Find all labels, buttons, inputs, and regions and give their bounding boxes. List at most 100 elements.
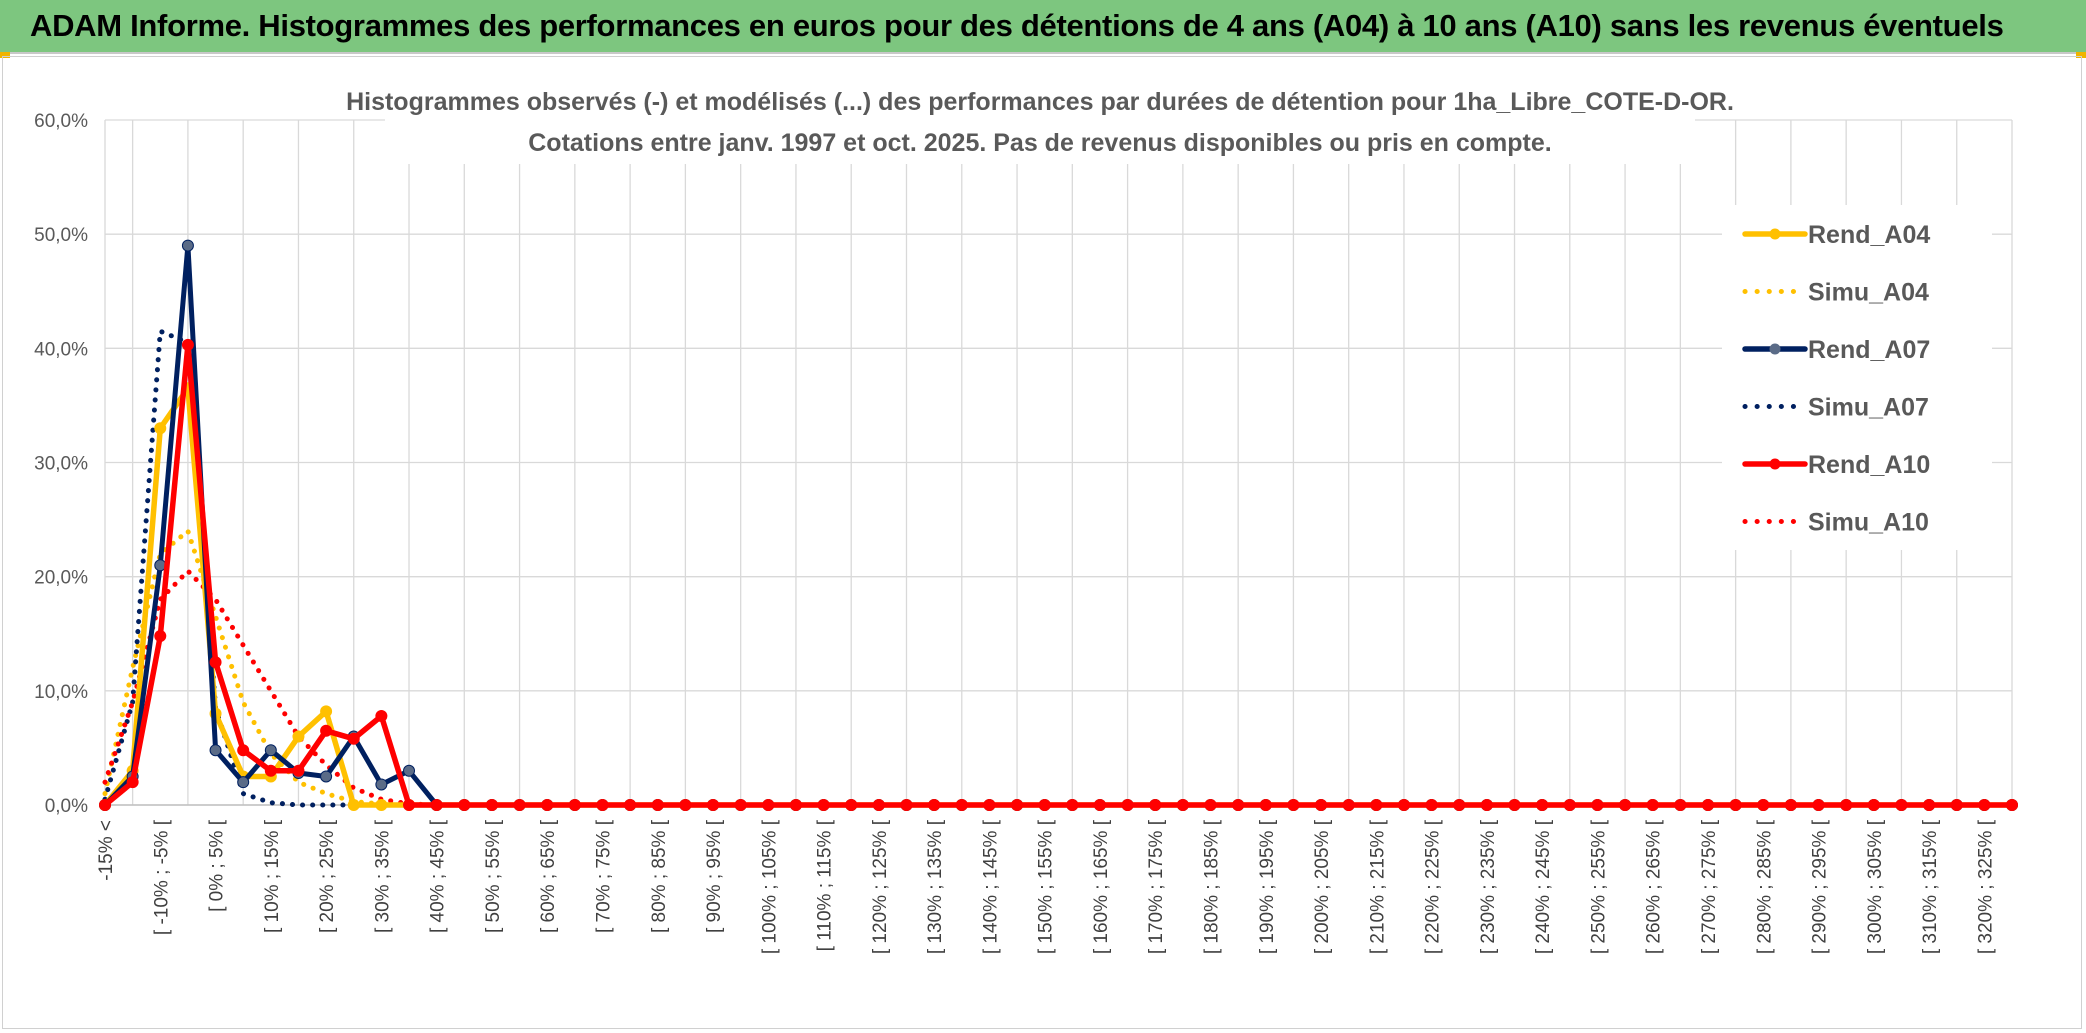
- chart-subtitle: Cotations entre janv. 1997 et oct. 2025.…: [528, 129, 1551, 157]
- data-point-rend_a10: [181, 338, 194, 351]
- data-point-rend_a10: [292, 764, 305, 777]
- x-tick-label: [ 50% ; 55% [: [483, 819, 504, 933]
- data-point-rend_a10: [1895, 799, 1908, 811]
- data-point-rend_a10: [347, 732, 360, 745]
- x-axis: -15% < [ -10% ; -5% [[ 0% ; 5% [[ 10% ; 1…: [96, 819, 1996, 954]
- data-point-rend_a10: [1867, 799, 1880, 811]
- data-point-rend_a10: [1701, 799, 1714, 811]
- chart-title: Histogrammes observés (-) et modélisés (…: [346, 88, 1734, 116]
- x-tick-label: [ 240% ; 245% [: [1533, 819, 1554, 954]
- data-point-rend_a10: [1287, 799, 1300, 811]
- x-tick-label: [ 220% ; 225% [: [1423, 819, 1444, 954]
- data-point-rend_a10: [1038, 799, 1051, 811]
- data-point-rend_a10: [1729, 799, 1742, 811]
- data-point-rend_a07: [209, 744, 222, 757]
- data-point-rend_a07: [403, 764, 416, 777]
- data-point-rend_a10: [485, 799, 498, 811]
- x-tick-label: [ 0% ; 5% [: [207, 819, 228, 912]
- x-tick-label: [ 30% ; 35% [: [372, 819, 393, 933]
- data-point-rend_a10: [1978, 799, 1991, 811]
- data-point-rend_a10: [596, 799, 609, 811]
- y-tick-label: 40,0%: [34, 339, 88, 360]
- data-point-rend_a10: [2006, 799, 2018, 811]
- data-point-rend_a10: [1757, 799, 1770, 811]
- x-tick-label: [ 290% ; 295% [: [1810, 819, 1831, 954]
- data-point-rend_a10: [568, 799, 581, 811]
- legend-item-rend_a04: Rend_A04: [1742, 221, 1930, 249]
- x-tick-label: [ 140% ; 145% [: [980, 819, 1001, 954]
- x-tick-label: [ 130% ; 135% [: [925, 819, 946, 954]
- x-tick-label: [ 40% ; 45% [: [428, 819, 449, 933]
- corner-mark-left: [0, 52, 10, 58]
- y-tick-label: 60,0%: [34, 111, 88, 132]
- data-point-rend_a10: [707, 799, 720, 811]
- x-tick-label: [ 120% ; 125% [: [870, 819, 891, 954]
- series-line-simu_a04: [102, 528, 2015, 808]
- data-point-rend_a04: [347, 799, 360, 811]
- data-point-rend_a10: [1370, 799, 1383, 811]
- legend-item-simu_a07: Simu_A07: [1742, 394, 1929, 422]
- data-point-rend_a10: [1093, 799, 1106, 811]
- x-tick-label: [ 110% ; 115% [: [815, 819, 836, 951]
- y-tick-label: 10,0%: [34, 682, 88, 703]
- data-point-rend_a10: [513, 799, 526, 811]
- legend-label: Rend_A04: [1808, 221, 1930, 249]
- report-title: ADAM Informe. Histogrammes des performan…: [30, 8, 2004, 43]
- data-point-rend_a10: [1425, 799, 1438, 811]
- data-point-rend_a10: [458, 799, 471, 811]
- data-point-rend_a10: [1176, 799, 1189, 811]
- data-point-rend_a10: [1453, 799, 1466, 811]
- data-point-rend_a10: [1149, 799, 1162, 811]
- data-point-rend_a10: [928, 799, 941, 811]
- x-tick-label: [ 160% ; 165% [: [1091, 819, 1112, 954]
- legend-marker: [1769, 343, 1781, 355]
- x-tick-label: [ -10% ; -5% [: [151, 819, 172, 935]
- data-point-rend_a07: [320, 770, 333, 783]
- legend-marker: [1769, 228, 1781, 240]
- x-tick-label: [ 90% ; 95% [: [704, 819, 725, 933]
- x-tick-label: [ 200% ; 205% [: [1312, 819, 1333, 954]
- data-point-rend_a04: [292, 730, 305, 743]
- legend-background: [1722, 205, 1992, 550]
- data-point-rend_a10: [1232, 799, 1245, 811]
- x-tick-label: [ 60% ; 65% [: [538, 819, 559, 933]
- data-point-rend_a10: [624, 799, 637, 811]
- data-point-rend_a04: [154, 422, 167, 435]
- data-point-rend_a10: [983, 799, 996, 811]
- x-tick-label: [ 310% ; 315% [: [1920, 819, 1941, 954]
- data-point-rend_a10: [845, 799, 858, 811]
- x-tick-label: [ 230% ; 235% [: [1478, 819, 1499, 954]
- data-point-rend_a10: [1840, 799, 1853, 811]
- legend-item-rend_a10: Rend_A10: [1742, 451, 1930, 479]
- data-point-rend_a10: [375, 709, 388, 722]
- data-point-rend_a10: [1950, 799, 1963, 811]
- data-point-rend_a10: [403, 799, 416, 811]
- data-point-rend_a10: [1619, 799, 1632, 811]
- data-point-rend_a10: [1480, 799, 1493, 811]
- x-tick-label: [ 270% ; 275% [: [1699, 819, 1720, 954]
- y-tick-label: 20,0%: [34, 568, 88, 589]
- data-point-rend_a10: [1259, 799, 1272, 811]
- data-point-rend_a10: [789, 799, 802, 811]
- data-point-rend_a07: [237, 776, 250, 789]
- data-point-rend_a10: [1563, 799, 1576, 811]
- data-point-rend_a10: [1066, 799, 1079, 811]
- x-tick-label: [ 80% ; 85% [: [649, 819, 670, 933]
- data-point-rend_a10: [1011, 799, 1024, 811]
- data-point-rend_a04: [375, 799, 388, 811]
- data-point-rend_a07: [181, 239, 194, 252]
- chart-frame: [2, 56, 2082, 1029]
- corner-mark-right: [2076, 52, 2086, 58]
- x-tick-label: [ 70% ; 75% [: [593, 819, 614, 933]
- data-point-rend_a10: [1923, 799, 1936, 811]
- legend-label: Rend_A10: [1808, 451, 1930, 479]
- series-line-rend_a10: [102, 342, 2015, 808]
- series-line-simu_a10: [102, 568, 2015, 808]
- y-axis: 0,0% 10,0% 20,0% 30,0% 40,0% 50,0% 60,0%: [34, 111, 88, 817]
- data-point-rend_a10: [762, 799, 775, 811]
- data-point-rend_a10: [1646, 799, 1659, 811]
- data-point-rend_a10: [1536, 799, 1549, 811]
- y-tick-label: 0,0%: [45, 796, 88, 817]
- series-layer: [99, 239, 2018, 811]
